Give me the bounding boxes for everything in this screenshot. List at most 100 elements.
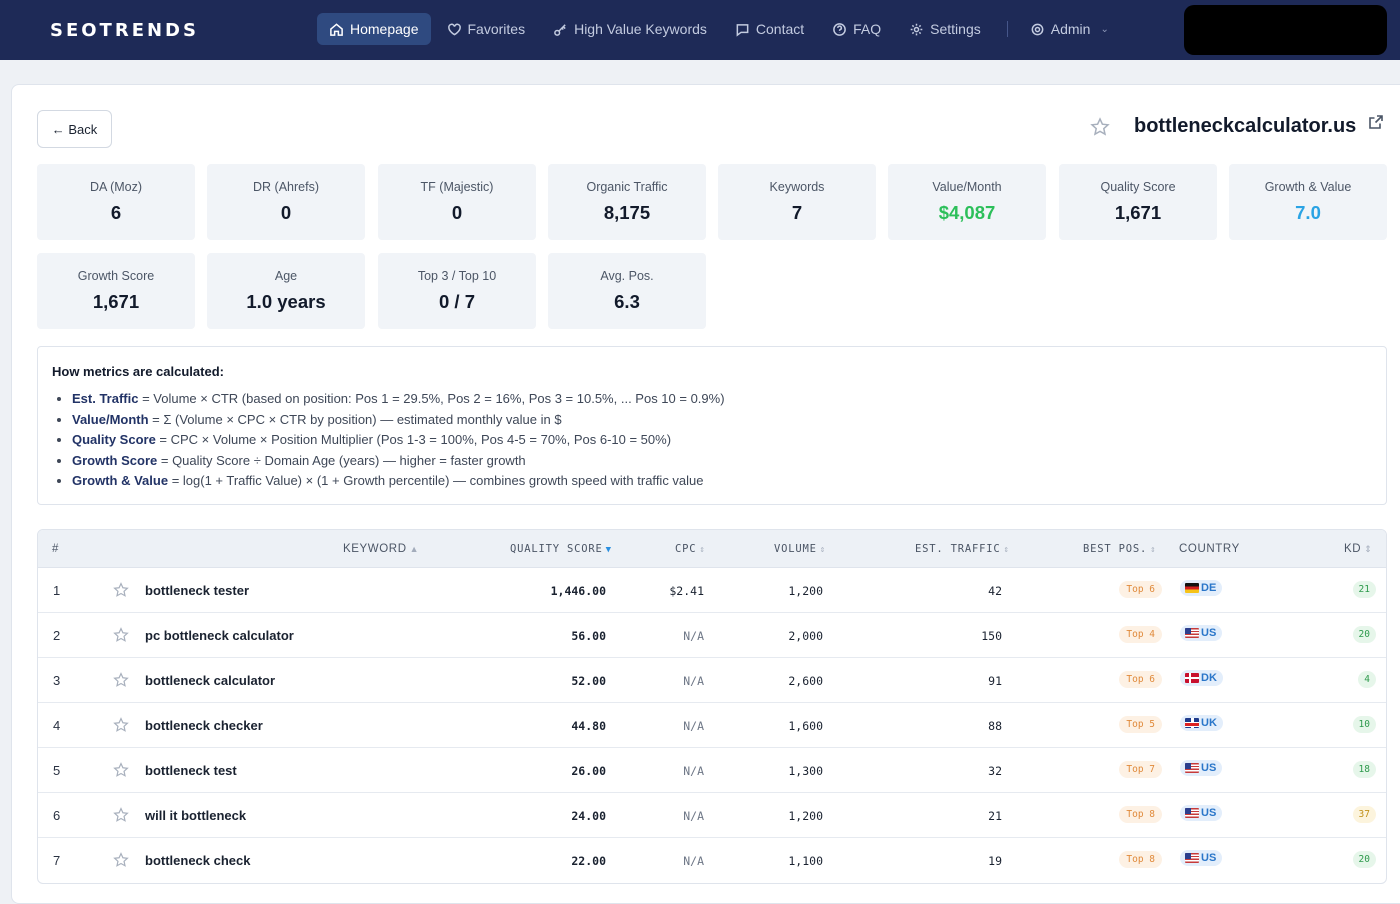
nav-label: High Value Keywords: [574, 21, 707, 37]
best-pos-badge: Top 6: [1119, 581, 1162, 598]
col-header-kd[interactable]: KD ⇕: [1344, 543, 1373, 555]
keyword-text[interactable]: pc bottleneck calculator: [145, 628, 294, 643]
external-link-icon[interactable]: [1368, 114, 1384, 130]
table-row[interactable]: 5 bottleneck test 26.00 N/A 1,300 32 Top 7 US 18: [38, 748, 1386, 793]
metric-tf-majestic: TF (Majestic) 0: [378, 164, 536, 240]
explanation-term: Growth & Value: [72, 473, 169, 488]
cpc-value: N/A: [683, 674, 704, 688]
metric-growth-score: Growth Score 1,671: [37, 253, 195, 329]
volume-value: 1,200: [788, 809, 823, 823]
metric-da-moz: DA (Moz) 6: [37, 164, 195, 240]
country-code: US: [1201, 807, 1217, 819]
user-account-box[interactable]: [1184, 5, 1387, 55]
row-number: 4: [53, 718, 61, 733]
flag-de-icon: [1185, 583, 1199, 593]
metric-label: TF (Majestic): [420, 180, 494, 194]
favorite-star-icon[interactable]: [1090, 116, 1110, 137]
favorite-star-icon[interactable]: [113, 672, 129, 688]
nav-label: FAQ: [853, 21, 882, 37]
cpc-value: N/A: [683, 764, 704, 778]
nav-label: Homepage: [350, 21, 419, 37]
col-header-cpc[interactable]: CPC ⇕: [675, 543, 706, 555]
explanation-item: Value/Month = Σ (Volume × CPC × CTR by p…: [72, 410, 725, 431]
nav-favorites[interactable]: Favorites: [435, 13, 538, 45]
nav-homepage[interactable]: Homepage: [317, 13, 431, 45]
sort-icon: ⇕: [819, 545, 826, 555]
app-logo[interactable]: SEOTRENDS: [50, 20, 199, 41]
metric-value: $4,087: [938, 202, 996, 223]
row-number: 2: [53, 628, 61, 643]
kd-badge: 10: [1352, 716, 1376, 733]
quality-score-value: 44.80: [571, 719, 606, 733]
favorite-star-icon[interactable]: [113, 762, 129, 778]
metric-label: DA (Moz): [89, 180, 143, 194]
explanation-text: = CPC × Volume × Position Multiplier (Po…: [155, 432, 672, 447]
metric-value: 6: [110, 202, 122, 223]
table-row[interactable]: 1 bottleneck tester 1,446.00 $2.41 1,200 42 To…: [38, 568, 1386, 613]
country-badge: DE: [1180, 580, 1223, 596]
table-row[interactable]: 4 bottleneck checker 44.80 N/A 1,600 88 Top 5 U…: [38, 703, 1386, 748]
back-button[interactable]: ← Back: [37, 110, 112, 148]
kd-badge: 37: [1352, 806, 1376, 823]
gear-icon: [910, 23, 923, 35]
volume-value: 1,600: [788, 719, 823, 733]
top-navbar: SEOTRENDS Homepage Favorites High Value …: [0, 0, 1400, 60]
favorite-star-icon[interactable]: [113, 582, 129, 598]
heart-icon: [447, 23, 461, 36]
explanation-term: Quality Score: [72, 432, 156, 447]
col-header-volume[interactable]: VOLUME ⇕: [774, 543, 826, 555]
chevron-down-icon: ⌄: [1100, 23, 1109, 35]
favorite-star-icon[interactable]: [113, 807, 129, 823]
metric-label: Value/Month: [932, 180, 1002, 194]
nav-label: Admin: [1050, 21, 1091, 37]
flag-us-icon: [1185, 853, 1199, 863]
table-header: # KEYWORD ▲︎ QUALITY SCORE ▼ CPC ⇕ VOLUME ⇕ …: [38, 530, 1386, 568]
keyword-text[interactable]: bottleneck test: [145, 763, 237, 778]
country-code: US: [1201, 852, 1217, 864]
keyword-text[interactable]: will it bottleneck: [145, 808, 247, 823]
sort-icon: ▲︎: [409, 544, 420, 554]
explanation-text: = Σ (Volume × CPC × CTR by position) — e…: [148, 411, 562, 427]
table-row[interactable]: 7 bottleneck check 22.00 N/A 1,100 19 Top 8 US 2…: [38, 838, 1386, 883]
explanation-text: = Volume × CTR (based on position: Pos 1…: [138, 391, 725, 406]
col-header-best-pos[interactable]: BEST POS. ⇕: [1083, 543, 1157, 555]
nav-admin-dropdown[interactable]: Admin ⌄: [1018, 13, 1121, 45]
est-traffic-value: 91: [988, 674, 1002, 688]
keyword-text[interactable]: bottleneck check: [145, 853, 251, 868]
nav-settings[interactable]: Settings: [897, 13, 993, 45]
keyword-text[interactable]: bottleneck checker: [145, 718, 263, 733]
metric-label: Age: [274, 269, 298, 283]
sort-icon: ⇕: [1150, 545, 1157, 555]
cpc-value: N/A: [683, 809, 704, 823]
favorite-star-icon[interactable]: [113, 852, 129, 868]
row-number: 5: [53, 763, 61, 778]
table-row[interactable]: 3 bottleneck calculator 52.00 N/A 2,600 91 Top…: [38, 658, 1386, 703]
keyword-text[interactable]: bottleneck tester: [145, 583, 250, 598]
est-traffic-value: 150: [981, 629, 1002, 643]
keyword-text[interactable]: bottleneck calculator: [145, 673, 276, 688]
col-header-est-traffic[interactable]: EST. TRAFFIC ⇕: [915, 543, 1010, 555]
col-header-num: #: [52, 543, 59, 555]
quality-score-value: 24.00: [571, 809, 606, 823]
nav-contact[interactable]: Contact: [723, 13, 816, 45]
table-row[interactable]: 6 will it bottleneck 24.00 N/A 1,200 21 Top 8 U…: [38, 793, 1386, 838]
kd-badge: 21: [1352, 581, 1376, 598]
kd-badge: 4: [1358, 671, 1376, 688]
metric-value: 6.3: [614, 291, 640, 312]
nav-label: Settings: [930, 21, 981, 37]
country-code: DE: [1201, 582, 1217, 594]
est-traffic-value: 42: [988, 584, 1002, 598]
kd-badge: 20: [1352, 851, 1376, 868]
metric-value: 1,671: [1114, 202, 1162, 223]
flag-uk-icon: [1185, 718, 1199, 728]
favorite-star-icon[interactable]: [113, 717, 129, 733]
nav-faq[interactable]: FAQ: [820, 13, 893, 45]
volume-value: 1,100: [788, 854, 823, 868]
col-header-quality-score[interactable]: QUALITY SCORE ▼: [510, 543, 612, 555]
table-row[interactable]: 2 pc bottleneck calculator 56.00 N/A 2,000 15…: [38, 613, 1386, 658]
nav-high-value-keywords[interactable]: High Value Keywords: [541, 13, 719, 45]
favorite-star-icon[interactable]: [113, 627, 129, 643]
col-header-keyword[interactable]: KEYWORD ▲︎: [343, 543, 420, 555]
row-number: 7: [53, 853, 61, 868]
metric-value: 0: [280, 202, 292, 223]
